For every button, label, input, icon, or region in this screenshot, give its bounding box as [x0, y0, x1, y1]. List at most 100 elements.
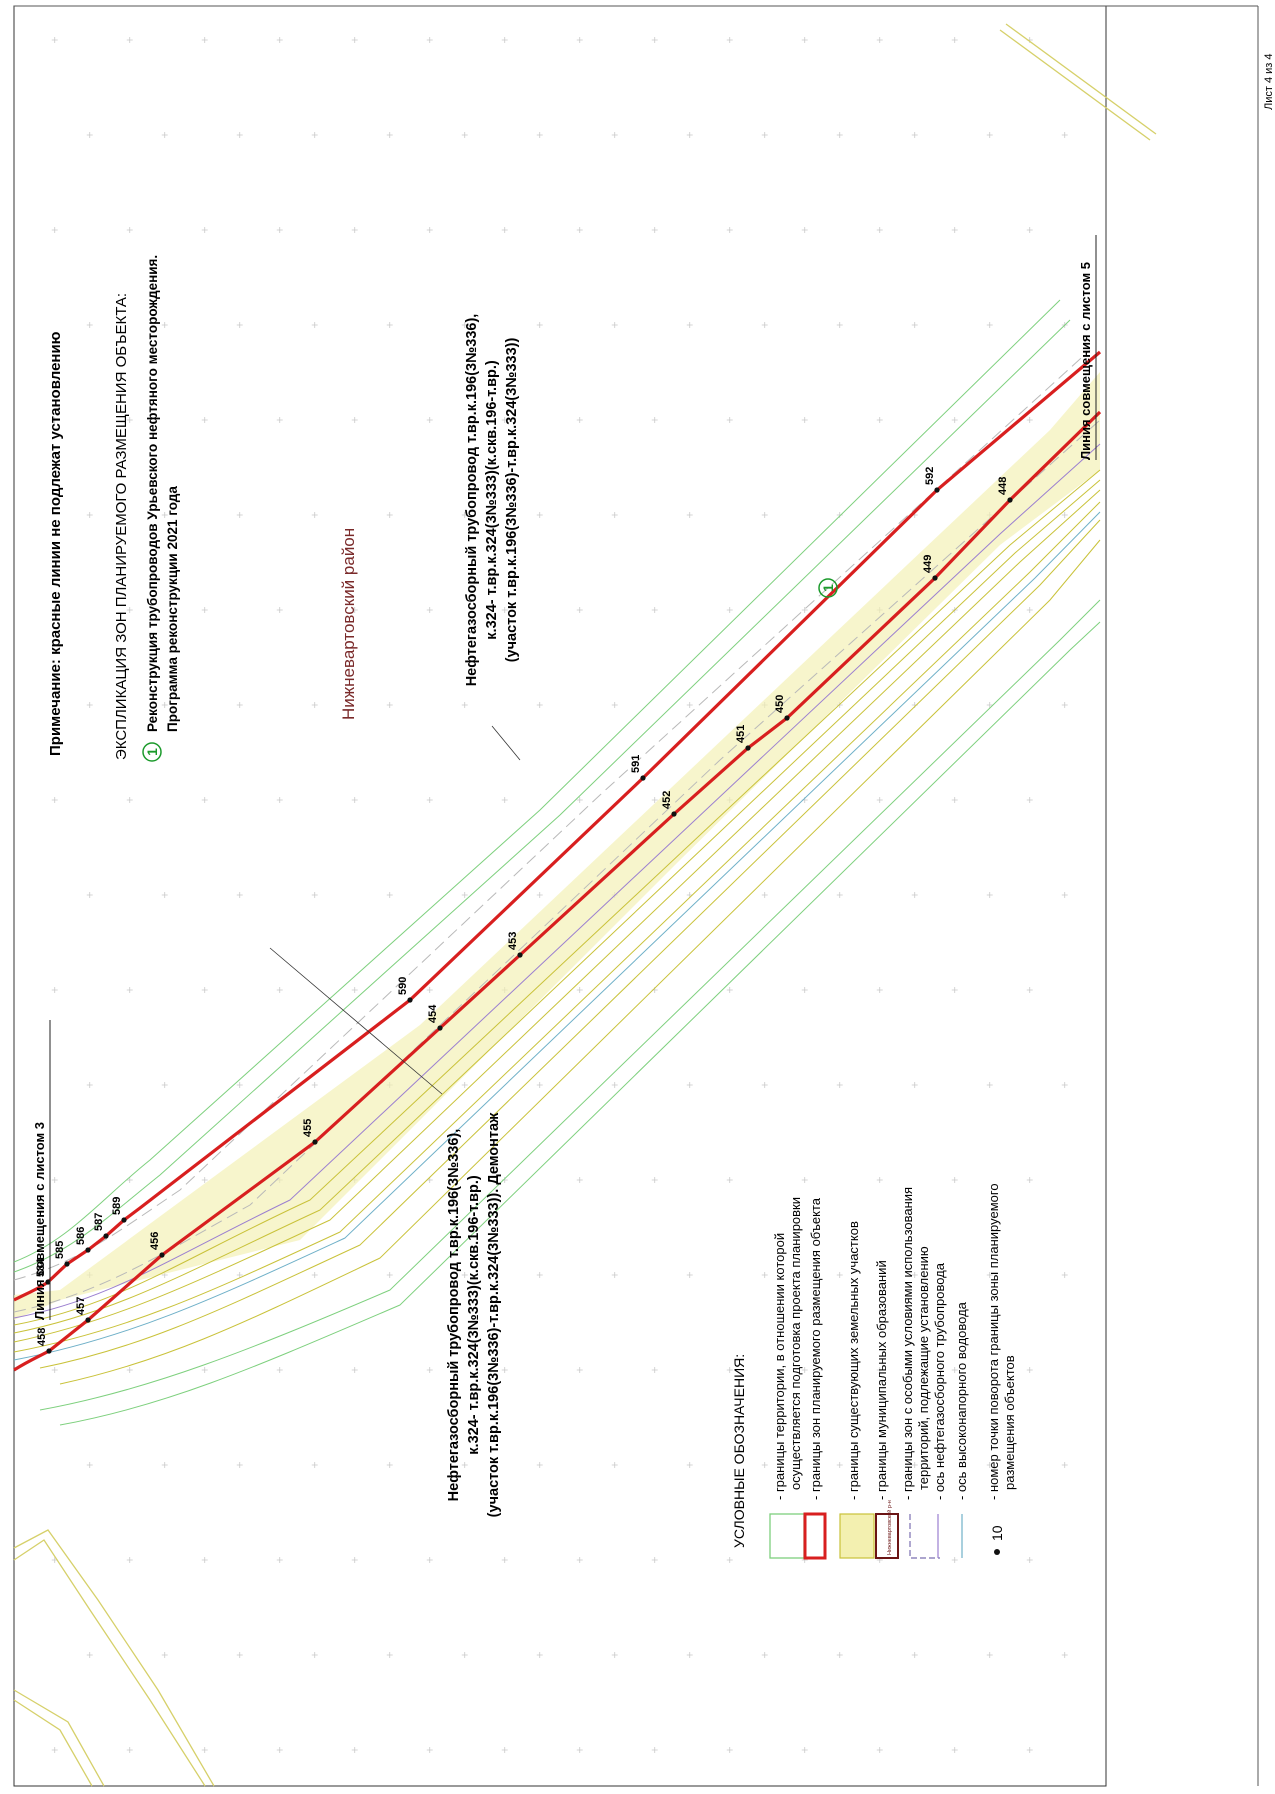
turning-point-lower-dot: [312, 1139, 318, 1145]
grid-cross-mark: [761, 512, 768, 518]
explication-marker-text: 1: [144, 748, 160, 756]
turning-point-lower-label: 452: [661, 791, 673, 809]
note: Примечание: красные линии не подлежат ус…: [47, 331, 64, 756]
grid-cross-mark: [351, 1557, 358, 1563]
turning-point-lower-label: 456: [149, 1232, 161, 1250]
grid-cross-mark: [51, 227, 58, 233]
grid-cross-mark: [501, 1557, 508, 1563]
grid-cross-mark: [576, 227, 583, 233]
grid-cross-mark: [501, 607, 508, 613]
pipeline-label-2-line-3: (участок т.вр.к.196(3№336)-т.вр.к.324(3№…: [486, 1112, 502, 1517]
grid-cross-mark: [311, 1272, 318, 1278]
grid-cross-mark: [1061, 512, 1068, 518]
grid-cross-mark: [726, 227, 733, 233]
grid-cross-mark: [651, 1367, 658, 1373]
grid-cross-mark: [1026, 227, 1033, 233]
grid-cross-mark: [686, 1272, 693, 1278]
legend-item-text: - ось нефтегазосборного трубопровода: [932, 1262, 947, 1500]
turning-point-upper-dot: [640, 775, 646, 781]
turning-points-lower: 458 457 456 455 454 453 452 451 450 449 448: [36, 477, 1013, 1354]
grid-cross-mark: [951, 37, 958, 43]
grid-cross-mark: [51, 417, 58, 423]
grid-cross-mark: [1026, 797, 1033, 803]
grid-cross-mark: [951, 1367, 958, 1373]
grid-cross-mark: [651, 1557, 658, 1563]
grid-cross-mark: [836, 1652, 843, 1658]
grid-cross-mark: [726, 607, 733, 613]
match-line-top: Линия совмещения с листом 3: [32, 1020, 51, 1320]
grid-cross-mark: [536, 1652, 543, 1658]
grid-cross-mark: [836, 1462, 843, 1468]
grid-cross-mark: [876, 797, 883, 803]
grid-cross-mark: [1026, 1557, 1033, 1563]
grid-cross-mark: [461, 132, 468, 138]
grid-cross-mark: [201, 1177, 208, 1183]
turning-point-upper-dot: [103, 1233, 109, 1239]
grid-cross-mark: [536, 702, 543, 708]
grid-cross-mark: [351, 1367, 358, 1373]
grid-cross-mark: [1026, 1367, 1033, 1373]
grid-cross-mark: [686, 132, 693, 138]
grid-cross-mark: [126, 607, 133, 613]
leader-line-2: [491, 725, 521, 761]
turning-point-lower-dot: [784, 715, 790, 721]
grid-cross-mark: [876, 1367, 883, 1373]
turning-point-lower-label: 448: [997, 477, 1009, 495]
grid-cross-mark: [686, 1652, 693, 1658]
turning-point-lower-label: 457: [75, 1297, 87, 1315]
grid-cross-mark: [1026, 607, 1033, 613]
planned-zone-boundary-lower: [13, 410, 1102, 1372]
grid-cross-mark: [801, 417, 808, 423]
grid-cross-mark: [386, 1652, 393, 1658]
turning-point-upper-dot: [934, 487, 940, 493]
grid-cross-mark: [426, 227, 433, 233]
grid-cross-mark: [501, 227, 508, 233]
grid-cross-mark: [876, 417, 883, 423]
grid-cross-mark: [986, 1272, 993, 1278]
grid-cross-mark: [351, 417, 358, 423]
legend-items: - границы территории, в отношении которо…: [772, 1183, 1017, 1500]
grid-cross-mark: [761, 1082, 768, 1088]
grid-cross-mark: [951, 987, 958, 993]
grid-cross-mark: [1026, 987, 1033, 993]
grid-cross-mark: [911, 1652, 918, 1658]
turning-point-upper-dot: [85, 1247, 91, 1253]
grid-cross-mark: [836, 132, 843, 138]
grid-cross-mark: [51, 1177, 58, 1183]
legend-item-text: - номер точки поворота границы зоны план…: [986, 1183, 1001, 1500]
grid-cross-mark: [426, 1747, 433, 1753]
grid-cross-mark: [386, 1272, 393, 1278]
grid-cross-mark: [986, 892, 993, 898]
pipeline-label-1-line-3: (участок т.вр.к.196(3№336)-т.вр.к.324(3№…: [504, 338, 520, 663]
pipeline-label-1: Нефтегазосборный трубопровод т.вр.к.196(…: [464, 314, 520, 687]
grid-cross-mark: [686, 702, 693, 708]
grid-cross-mark: [311, 702, 318, 708]
grid-cross-mark: [951, 1747, 958, 1753]
grid-cross-mark: [951, 1557, 958, 1563]
grid-cross-mark: [276, 227, 283, 233]
grid-cross-mark: [651, 607, 658, 613]
grid-cross-mark: [611, 322, 618, 328]
grid-cross-mark: [651, 227, 658, 233]
grid-cross-mark: [351, 797, 358, 803]
grid-cross-mark: [311, 322, 318, 328]
grid-cross-mark: [501, 37, 508, 43]
legend-symbol-planning-territory: [769, 1513, 805, 1559]
grid-cross-mark: [311, 512, 318, 518]
turning-point-lower-dot: [85, 1317, 91, 1323]
turning-point-upper-dot: [45, 1279, 51, 1285]
grid-cross-mark: [611, 1462, 618, 1468]
grid-cross-mark: [576, 1367, 583, 1373]
grid-cross-mark: [801, 227, 808, 233]
grid-cross-mark: [501, 417, 508, 423]
grid-cross-mark: [761, 1462, 768, 1468]
grid-cross-mark: [386, 702, 393, 708]
grid-cross-mark: [86, 1082, 93, 1088]
grid-cross-mark: [201, 417, 208, 423]
grid-cross-mark: [611, 132, 618, 138]
grid-cross-mark: [911, 322, 918, 328]
grid-cross-mark: [1061, 1082, 1068, 1088]
turning-point-lower-label: 455: [302, 1119, 314, 1137]
grid-cross-mark: [201, 607, 208, 613]
legend-item-text: размещения объектов: [1002, 1355, 1017, 1490]
